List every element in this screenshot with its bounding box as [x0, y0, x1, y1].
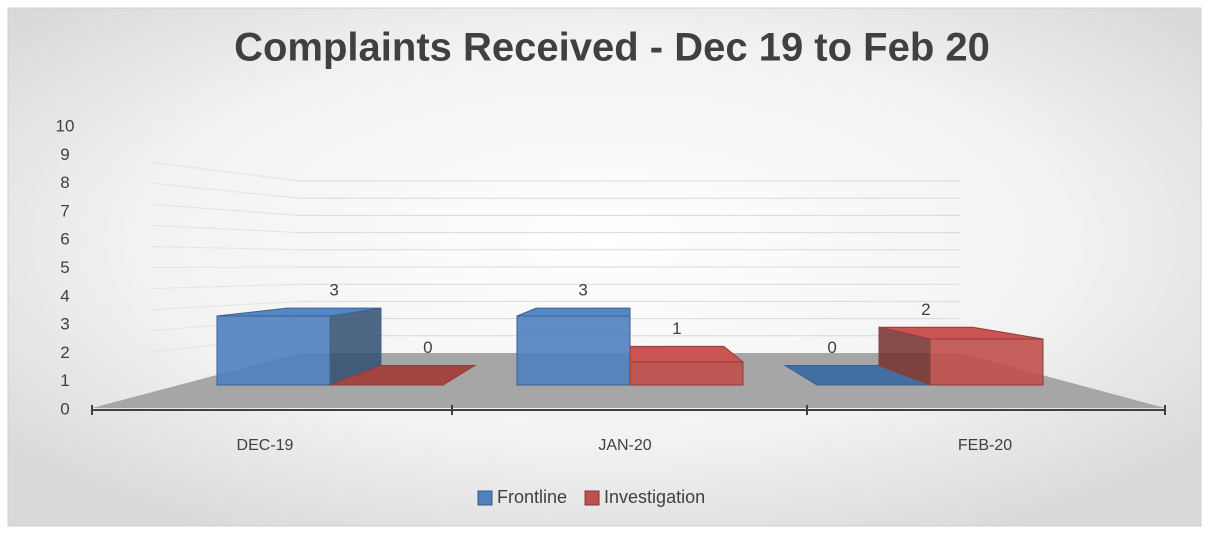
- bar-top: [629, 345, 745, 363]
- grid-line: [149, 161, 301, 182]
- bar-top: [329, 364, 477, 386]
- legend-label: Investigation: [604, 487, 705, 507]
- grid-line: [149, 266, 301, 269]
- bar-front: [516, 315, 631, 386]
- chart-title: Complaints Received - Dec 19 to Feb 20: [234, 26, 990, 70]
- legend-swatch: [584, 490, 600, 506]
- bar: [329, 364, 477, 386]
- data-label: 1: [672, 319, 681, 338]
- bar: [878, 326, 1044, 386]
- legend-swatch: [477, 490, 493, 506]
- bar-top: [516, 307, 631, 317]
- y-tick-label: 5: [60, 258, 69, 277]
- grid-line: [149, 182, 301, 199]
- y-tick-label: 3: [60, 315, 69, 334]
- y-tick-label: 10: [56, 116, 75, 135]
- bar: [516, 307, 631, 386]
- data-label: 0: [827, 338, 836, 357]
- y-tick-label: 7: [60, 201, 69, 220]
- grid-line: [149, 283, 301, 290]
- bar: [216, 307, 382, 386]
- data-label: 3: [578, 281, 587, 300]
- y-tick-label: 2: [60, 343, 69, 362]
- grid-line: [149, 224, 301, 234]
- bar-front: [216, 315, 331, 386]
- legend-label: Frontline: [497, 487, 567, 507]
- y-tick-label: 6: [60, 230, 69, 249]
- data-label: 3: [329, 281, 338, 300]
- y-tick-label: 4: [60, 286, 69, 305]
- data-label: 2: [921, 300, 930, 319]
- x-tick-label: JAN-20: [598, 437, 651, 454]
- y-tick-label: 1: [60, 371, 69, 390]
- bar-front: [929, 338, 1044, 386]
- grid-line: [149, 203, 301, 216]
- y-tick-label: 9: [60, 145, 69, 164]
- y-tick-label: 0: [60, 399, 69, 418]
- bar: [629, 345, 745, 386]
- x-tick-label: DEC-19: [237, 437, 294, 454]
- y-tick-label: 8: [60, 173, 69, 192]
- bar-front: [629, 361, 744, 386]
- x-tick-label: FEB-20: [958, 437, 1012, 454]
- data-label: 0: [423, 338, 432, 357]
- grid-line: [149, 245, 301, 251]
- grid-line: [149, 300, 301, 311]
